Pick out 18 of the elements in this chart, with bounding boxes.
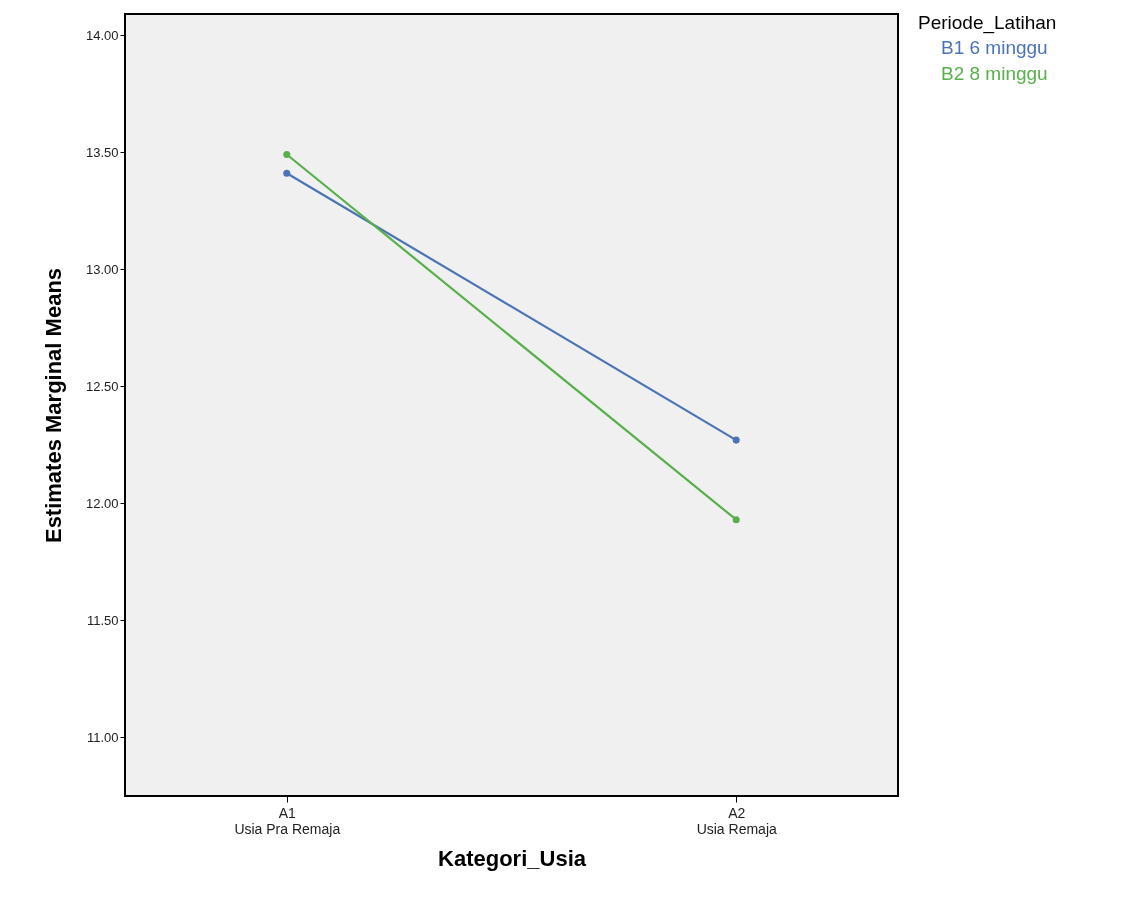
point <box>283 169 291 177</box>
y-tick-label: 12.50 <box>85 378 119 394</box>
y-tick-label: 13.00 <box>85 261 119 277</box>
y-tick-label: 13.50 <box>85 144 119 160</box>
point <box>283 150 291 159</box>
x-axis-title: Kategori_Usia <box>438 845 587 871</box>
x-tick-label: A2 Usia Remaja <box>696 804 777 837</box>
legend-title: Periode_Latihan <box>918 12 1057 34</box>
point <box>732 516 740 524</box>
point <box>732 436 740 444</box>
y-tick-label: 12.00 <box>85 495 119 511</box>
y-tick-label: 11.50 <box>86 612 119 628</box>
x-tick-label: A1 Usia Pra Remaja <box>234 804 341 837</box>
text: B2 8 minggu <box>941 62 1048 84</box>
y-tick-label: 14.00 <box>85 27 119 43</box>
text: B1 6 minggu <box>941 36 1048 58</box>
y-tick-label: 11.00 <box>86 729 119 745</box>
y-axis-title: Estimates Marginal Means <box>40 267 66 544</box>
